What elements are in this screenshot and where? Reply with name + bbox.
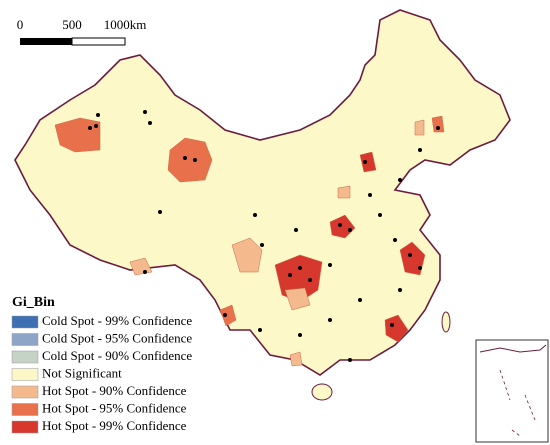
legend-swatch — [11, 368, 39, 381]
scale-label: 0 — [17, 17, 24, 32]
scale-bar: 0 500 1000km — [17, 17, 147, 46]
legend-swatch — [11, 403, 39, 416]
legend-swatch — [11, 333, 39, 346]
inset-map — [475, 339, 549, 443]
legend-swatch — [11, 315, 39, 329]
legend-label: Cold Spot - 95% Confidence — [42, 330, 192, 345]
legend-label: Cold Spot - 99% Confidence — [42, 313, 192, 328]
legend-label: Hot Spot - 90% Confidence — [42, 383, 187, 398]
legend-swatch — [11, 385, 39, 399]
sample-points — [88, 110, 440, 362]
scale-label: 500 — [62, 17, 82, 32]
island — [441, 311, 451, 333]
legend-title: Gi_Bin — [12, 295, 55, 310]
country-outline — [14, 9, 511, 376]
legend-label: Hot Spot - 95% Confidence — [42, 400, 187, 415]
island — [311, 383, 333, 401]
legend-label: Cold Spot - 90% Confidence — [42, 348, 192, 363]
legend: Gi_Bin Cold Spot - 99% Confidence Cold Sp… — [11, 295, 192, 434]
scale-label: 1000km — [104, 17, 147, 32]
legend-swatch — [11, 420, 39, 434]
hotspots — [54, 115, 445, 367]
legend-swatch — [11, 350, 39, 364]
legend-label: Not Significant — [42, 365, 122, 380]
legend-label: Hot Spot - 99% Confidence — [42, 418, 187, 433]
